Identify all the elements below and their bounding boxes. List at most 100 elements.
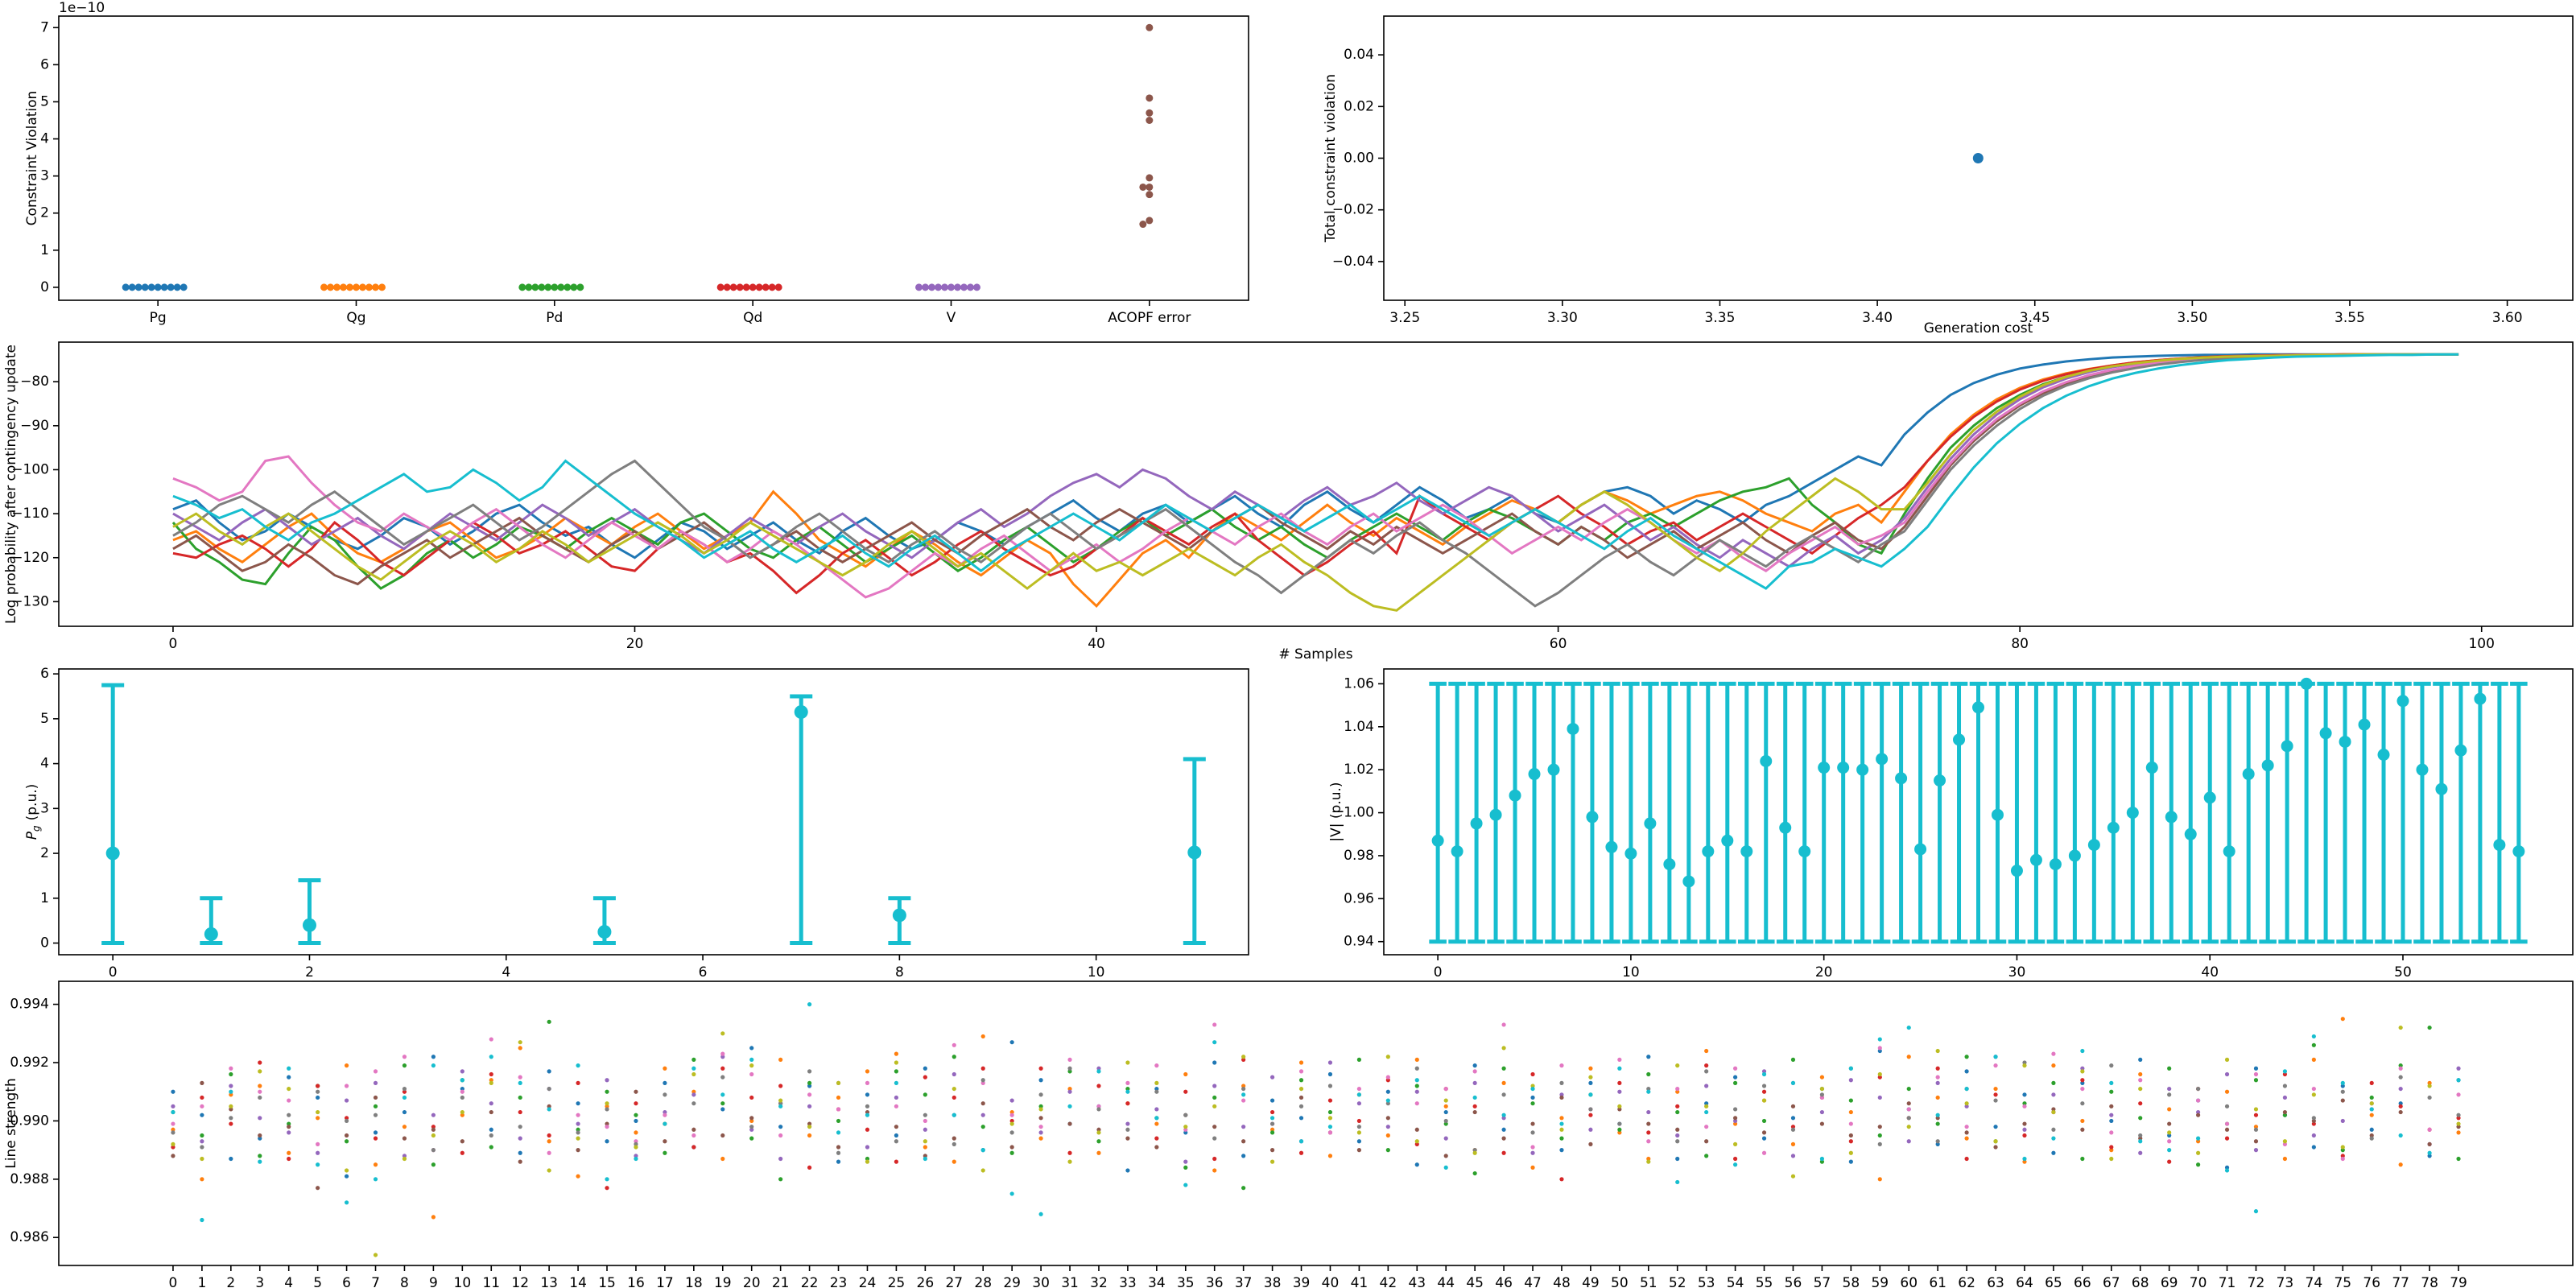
strip-point <box>923 1092 927 1097</box>
error-point <box>1972 701 1984 714</box>
strip-point <box>716 283 724 291</box>
strip-point <box>923 1127 927 1132</box>
strip-point <box>229 1084 233 1088</box>
strip-point <box>431 1063 436 1068</box>
strip-point <box>691 1133 696 1138</box>
strip-point <box>1096 1104 1101 1108</box>
scatter-point <box>1972 153 1984 163</box>
x-tick-label: 68 <box>2132 1275 2149 1288</box>
x-tick-label: 37 <box>1235 1275 1253 1288</box>
strip-point <box>768 283 776 291</box>
strip-point <box>1646 1089 1651 1094</box>
strip-point <box>1964 1130 1969 1135</box>
strip-point <box>200 1104 204 1108</box>
strip-point <box>171 1104 175 1108</box>
strip-point <box>1327 1084 1333 1088</box>
strip-point <box>1501 1092 1506 1097</box>
strip-point <box>2369 1080 2374 1085</box>
strip-point <box>2311 1092 2316 1097</box>
strip-point <box>316 1109 320 1115</box>
strip-point <box>431 1215 436 1220</box>
x-tick-label: 70 <box>2190 1275 2207 1288</box>
strip-point <box>1993 1055 1998 1059</box>
error-point <box>204 927 218 941</box>
x-tick-label: 16 <box>627 1275 645 1288</box>
strip-point <box>1935 1113 1940 1117</box>
x-tick-label: 66 <box>2074 1275 2091 1288</box>
x-tick-label: 41 <box>1351 1275 1368 1288</box>
error-point <box>2203 791 2216 804</box>
strip-point <box>147 283 155 291</box>
strip-point <box>923 1154 927 1158</box>
strip-point <box>2456 1078 2461 1083</box>
strip-point <box>316 1150 320 1155</box>
strip-point <box>316 1162 320 1167</box>
strip-point <box>836 1130 841 1135</box>
strip-point <box>2456 1116 2461 1121</box>
strip-point <box>141 283 149 291</box>
strip-point <box>1125 1136 1130 1141</box>
strip-point <box>2022 1159 2027 1164</box>
strip-point <box>720 1075 725 1080</box>
error-point <box>1682 875 1695 888</box>
strip-point <box>1038 1136 1043 1141</box>
strip-point <box>1183 1183 1188 1187</box>
strip-point <box>2282 1084 2288 1088</box>
x-tick-label: 56 <box>1785 1275 1802 1288</box>
strip-point <box>1443 1109 1448 1115</box>
y-tick-label: 1 <box>40 242 49 258</box>
strip-point <box>1298 1116 1304 1121</box>
strip-point <box>1877 1075 1882 1080</box>
strip-point <box>691 1092 696 1097</box>
strip-point <box>1472 1170 1477 1176</box>
strip-point <box>1269 1075 1275 1080</box>
y-axis-label: |V| (p.u.) <box>1328 782 1344 841</box>
x-tick-label: 29 <box>1003 1275 1021 1288</box>
strip-point <box>1414 1066 1419 1071</box>
strip-point <box>2340 1156 2345 1162</box>
strip-point <box>525 283 533 291</box>
x-tick-label: 40 <box>2201 964 2219 980</box>
strip-point <box>1443 1121 1448 1126</box>
strip-point <box>2369 1127 2374 1132</box>
strip-point <box>2080 1069 2085 1074</box>
strip-point <box>344 1139 349 1144</box>
strip-point <box>952 1055 956 1059</box>
strip-point <box>605 1107 609 1112</box>
strip-point <box>1414 1078 1419 1083</box>
error-point <box>2261 759 2274 772</box>
strip-point <box>1559 1116 1564 1121</box>
strip-point <box>865 1127 870 1132</box>
strip-point <box>1906 1101 1911 1106</box>
strip-point <box>460 1113 464 1117</box>
strip-point <box>171 1154 175 1158</box>
strip-point <box>894 1095 899 1100</box>
strip-point <box>2311 1121 2316 1126</box>
strip-point <box>1675 1139 1680 1144</box>
strip-point <box>200 1156 204 1162</box>
strip-point <box>1009 1109 1014 1115</box>
strip-point <box>2253 1125 2259 1129</box>
y-tick-label: 1.02 <box>1344 762 1374 778</box>
strip-point <box>2369 1095 2374 1100</box>
strip-point <box>691 1127 696 1132</box>
strip-point <box>720 1156 725 1162</box>
strip-point <box>1212 1040 1217 1045</box>
error-point <box>1451 845 1463 858</box>
strip-point <box>720 1066 725 1071</box>
strip-point <box>923 1139 927 1144</box>
strip-point <box>2253 1071 2259 1077</box>
strip-point <box>518 283 526 291</box>
x-tick-label: 34 <box>1148 1275 1166 1288</box>
strip-point <box>749 1063 754 1068</box>
strip-point <box>1906 1107 1911 1112</box>
strip-point <box>1993 1086 1998 1092</box>
strip-point <box>2224 1089 2230 1094</box>
strip-point <box>2282 1141 2288 1146</box>
strip-point <box>634 1141 638 1146</box>
strip-point <box>1790 1127 1796 1132</box>
strip-point <box>2398 1063 2403 1068</box>
strip-point <box>1993 1145 1998 1150</box>
strip-point <box>1559 1121 1564 1126</box>
strip-point <box>1732 1121 1738 1126</box>
